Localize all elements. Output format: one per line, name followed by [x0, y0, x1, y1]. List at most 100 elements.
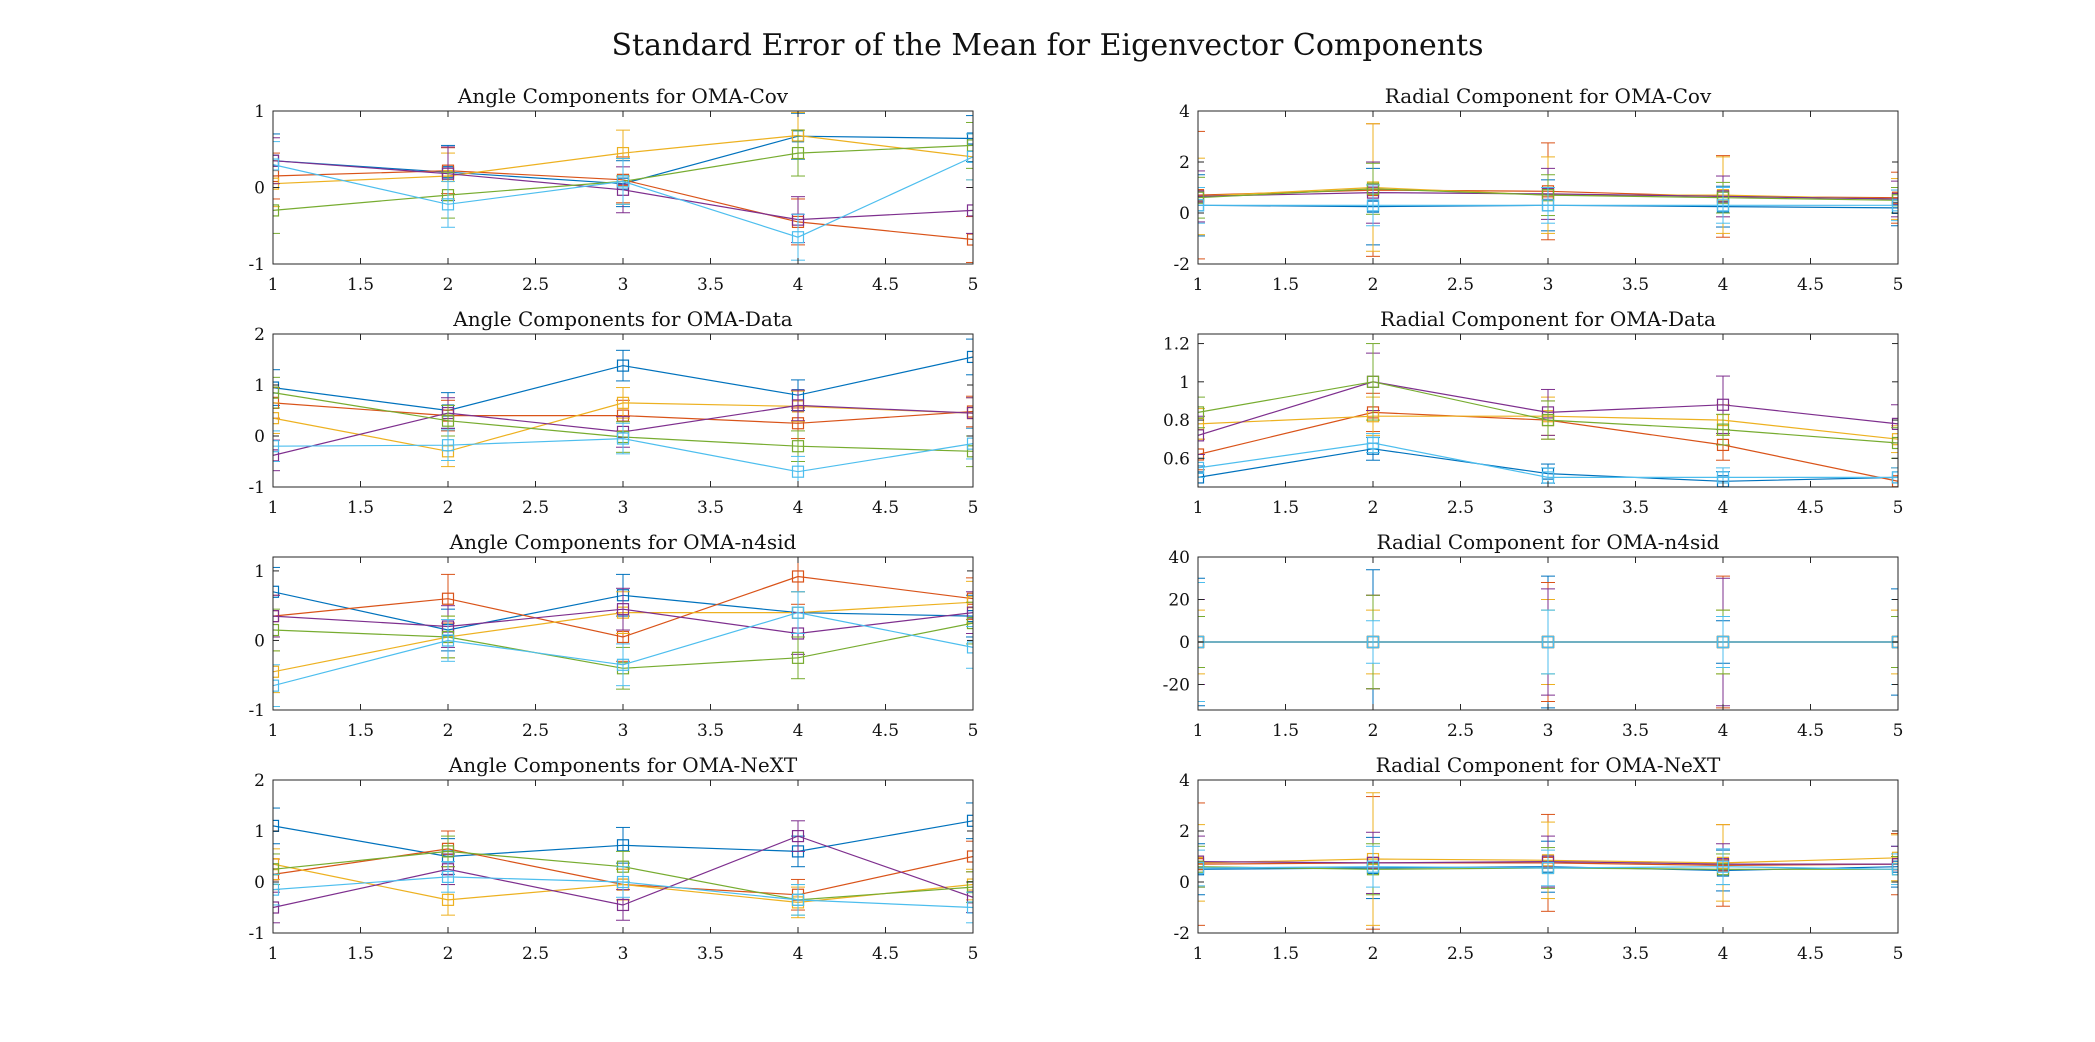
data-point: [616, 839, 630, 852]
data-point: [1891, 471, 1898, 484]
data-point: [966, 616, 973, 630]
data-point: [1716, 199, 1730, 212]
x-tick-label: 5: [968, 498, 979, 518]
subplot-7: Angle Components for OMA-NeXT 1 1.5 2 2.5 3 3.…: [248, 753, 978, 964]
y-tick-label: 1: [254, 102, 265, 122]
data-point: [966, 641, 973, 654]
y-tick-label: -1: [248, 478, 265, 498]
x-tick-label: 3.5: [1622, 944, 1649, 964]
y-tick-label: 4: [1179, 102, 1190, 122]
x-tick-label: 5: [1893, 275, 1904, 295]
x-tick-label: 2: [1368, 721, 1379, 741]
y-tick-label: 0: [254, 631, 265, 651]
y-tick-label: -1: [248, 255, 265, 275]
plot-area: [1198, 569, 1898, 710]
data-point: [1366, 860, 1380, 873]
data-point: [1716, 398, 1730, 411]
series-6: [273, 133, 973, 261]
x-tick-label: 4: [793, 498, 804, 518]
plot-area: [1198, 343, 1898, 487]
data-point: [966, 350, 973, 364]
data-point: [966, 204, 973, 217]
y-tick-label: 4: [1179, 771, 1190, 791]
plot-area: [1198, 792, 1898, 930]
data-point: [273, 386, 280, 399]
x-tick-label: 2: [1368, 498, 1379, 518]
data-point: [966, 891, 973, 904]
subplot-5: Angle Components for OMA-n4sid 1 1.5 2 2.5 3 3…: [248, 530, 978, 741]
series-6: [273, 422, 973, 487]
data-point: [1198, 191, 1205, 204]
data-point: [616, 898, 630, 912]
x-tick-label: 1.5: [347, 498, 374, 518]
subplot-title: Radial Component for OMA-NeXT: [1376, 753, 1721, 777]
data-point: [966, 132, 973, 145]
data-point: [273, 440, 280, 453]
x-tick-label: 2.5: [522, 721, 549, 741]
data-point: [1366, 375, 1380, 388]
y-tick-label: -20: [1163, 676, 1190, 696]
x-tick-label: 4: [1718, 498, 1729, 518]
data-point: [791, 399, 805, 412]
data-point: [966, 233, 973, 246]
data-point: [273, 665, 280, 678]
figure-title: Standard Error of the Mean for Eigenvect…: [611, 28, 1484, 63]
data-point: [441, 634, 455, 647]
x-tick-label: 2.5: [1447, 275, 1474, 295]
x-tick-label: 3.5: [697, 498, 724, 518]
x-tick-label: 4.5: [872, 721, 899, 741]
x-tick-label: 1.5: [347, 275, 374, 295]
x-tick-label: 5: [1893, 721, 1904, 741]
subplot-1: Angle Components for OMA-Cov 1 1.5 2 2.5 3 3.5…: [248, 84, 978, 295]
x-tick-label: 4: [793, 721, 804, 741]
plot-area: [273, 112, 973, 263]
data-point: [1541, 413, 1555, 427]
y-tick-label: -1: [248, 924, 265, 944]
data-point: [616, 432, 630, 445]
x-tick-label: 4.5: [872, 498, 899, 518]
x-tick-label: 1.5: [1272, 275, 1299, 295]
y-tick-label: 0.6: [1163, 449, 1190, 469]
x-tick-label: 1: [1193, 498, 1204, 518]
x-tick-label: 3.5: [697, 275, 724, 295]
subplot-4: Radial Component for OMA-Data 1 1.5 2 2.5 3 3.…: [1163, 307, 1903, 518]
data-point: [616, 603, 630, 616]
data-point: [966, 880, 973, 894]
x-tick-label: 1.5: [347, 944, 374, 964]
x-tick-label: 4.5: [1797, 944, 1824, 964]
data-point: [273, 623, 280, 637]
data-point: [791, 893, 805, 906]
y-tick-label: -2: [1173, 255, 1190, 275]
x-tick-label: 4: [1718, 721, 1729, 741]
data-point: [273, 169, 280, 183]
series-6: [1198, 184, 1898, 227]
x-tick-label: 4.5: [872, 275, 899, 295]
data-point: [1198, 861, 1205, 875]
y-tick-label: 0: [254, 179, 265, 199]
x-tick-label: 1: [1193, 275, 1204, 295]
series-5: [1198, 343, 1898, 459]
y-tick-label: 0: [254, 873, 265, 893]
data-point: [1891, 851, 1898, 864]
data-point: [1198, 199, 1205, 212]
subplot-title: Angle Components for OMA-NeXT: [448, 753, 798, 777]
data-point: [273, 585, 280, 598]
series-6: [273, 861, 973, 924]
x-tick-label: 1: [268, 944, 279, 964]
x-tick-label: 2: [443, 721, 454, 741]
data-point: [791, 570, 805, 583]
subplot-title: Angle Components for OMA-Data: [452, 307, 793, 331]
data-point: [1541, 635, 1555, 649]
x-tick-label: 4: [793, 275, 804, 295]
data-point: [966, 139, 973, 152]
y-tick-label: 0: [1179, 204, 1190, 224]
series-6: [1198, 845, 1898, 888]
y-tick-label: 1: [254, 562, 265, 582]
data-point: [1198, 429, 1205, 442]
data-point: [441, 592, 455, 605]
subplot-2: Radial Component for OMA-Cov 1 1.5 2 2.5 3 3.5…: [1173, 84, 1904, 295]
x-tick-label: 4.5: [1797, 498, 1824, 518]
data-point: [791, 231, 805, 244]
x-tick-label: 3: [618, 275, 629, 295]
